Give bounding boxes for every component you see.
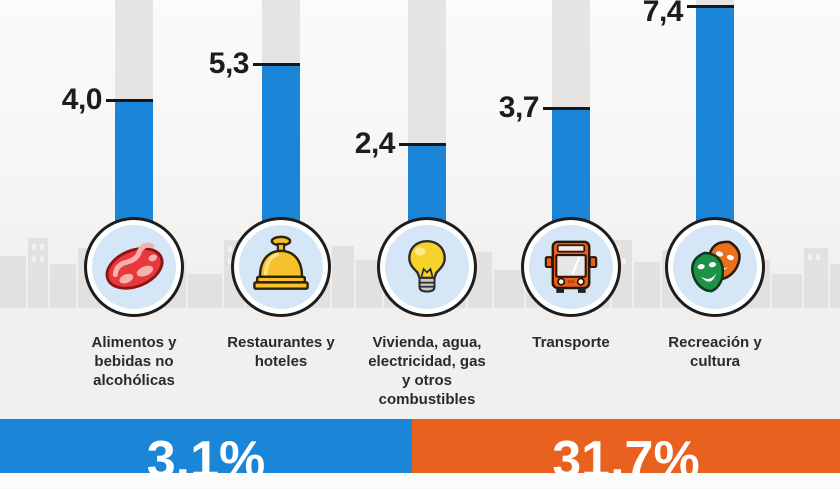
value-label-restaurantes: 5,3 <box>208 47 250 81</box>
bar-fill-alimentos <box>115 101 153 225</box>
bar-fill-restaurantes <box>262 65 300 225</box>
summary-left-percent: 3.1% <box>146 431 266 489</box>
bar-track <box>262 0 300 225</box>
category-label-alimentos: Alimentos y bebidas no alcohólicas <box>91 334 177 389</box>
summary-left-panel: 3.1% <box>0 419 412 486</box>
category-label-vivienda: Vivienda, agua, electricidad, gas y otro… <box>368 334 486 408</box>
category-label-transporte: Transporte <box>532 334 610 351</box>
value-tick <box>399 143 446 147</box>
value-label-alimentos: 4,0 <box>61 83 103 117</box>
bar-fill-transporte <box>552 109 590 225</box>
summary-right-panel: 31.7% <box>412 419 840 486</box>
value-label-recreacion: 7,4 <box>642 0 684 28</box>
category-label-recreacion: Recreación y cultura <box>668 334 762 370</box>
value-label-vivienda: 2,4 <box>354 127 396 161</box>
summary-band: 3.1% 31.7% <box>0 419 840 486</box>
bar-fill-recreacion <box>696 7 734 225</box>
value-label-transporte: 3,7 <box>498 91 540 125</box>
value-tick <box>543 107 590 111</box>
value-tick <box>687 5 734 9</box>
summary-right-percent: 31.7% <box>552 431 700 489</box>
infographic-bar-chart: 4,0 Alimentos y bebidas no alcohólicas 5… <box>0 0 840 473</box>
city-skyline-background <box>0 238 840 308</box>
bar-track <box>408 0 446 225</box>
bar-track <box>552 0 590 225</box>
value-tick <box>106 99 153 103</box>
category-label-restaurantes: Restaurantes y hoteles <box>227 334 335 370</box>
bar-track <box>696 0 734 225</box>
value-tick <box>253 63 300 67</box>
bar-fill-vivienda <box>408 145 446 225</box>
bar-track <box>115 0 153 225</box>
